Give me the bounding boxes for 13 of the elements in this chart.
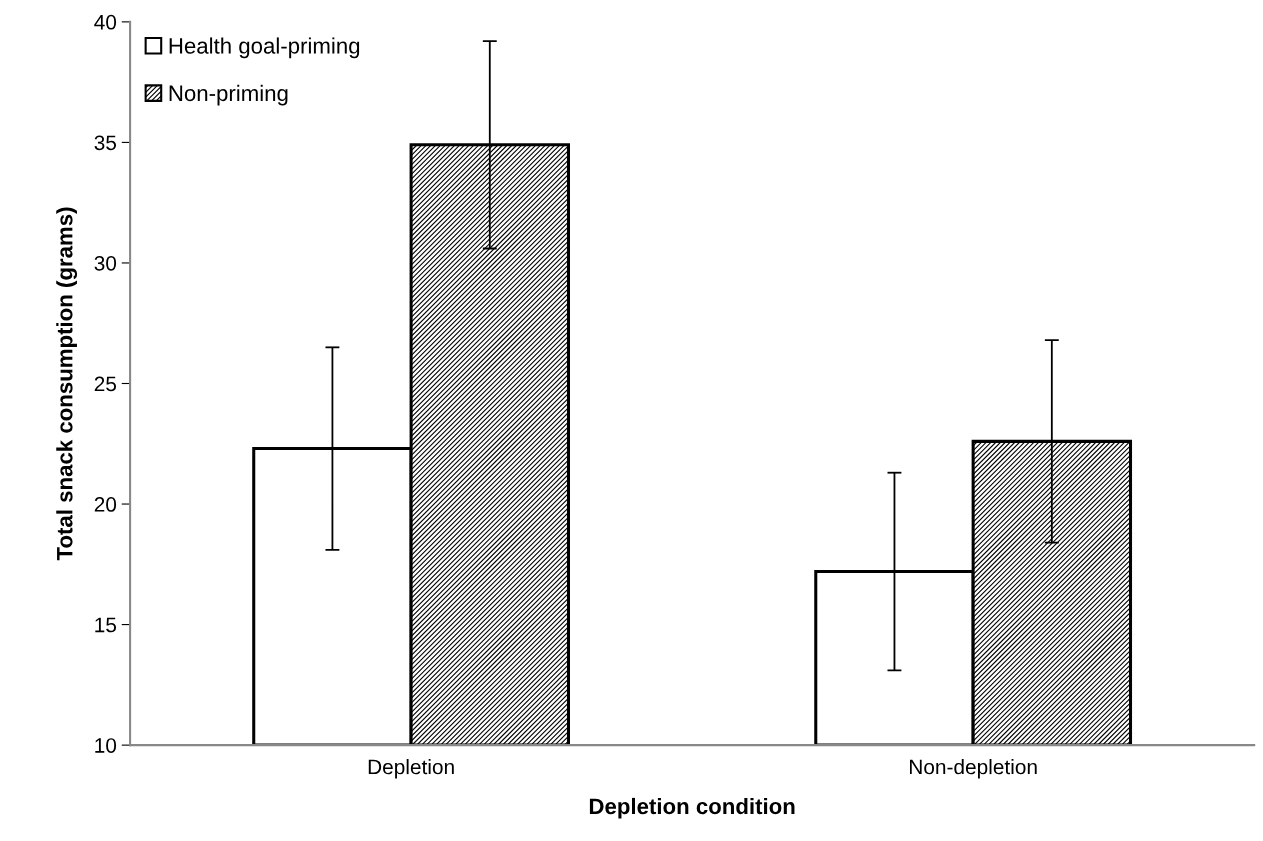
- y-tick-label: 25: [94, 376, 117, 392]
- x-tick-label: Non-depletion: [910, 759, 1037, 779]
- x-axis-title: Depletion condition: [589, 797, 795, 819]
- legend-label: Non-priming: [169, 84, 288, 106]
- y-tick-label: 35: [94, 135, 117, 151]
- x-tick-label: Depletion: [368, 759, 454, 779]
- y-tick-label: 10: [95, 738, 117, 753]
- y-tick-label: 40: [94, 14, 117, 30]
- y-tick-label: 20: [94, 497, 117, 512]
- y-tick-label: 15: [95, 617, 117, 633]
- legend-label: Health goal-priming: [169, 37, 360, 59]
- y-axis-title: Total snack consumption (grams): [56, 207, 78, 561]
- y-tick-label: 30: [94, 255, 117, 271]
